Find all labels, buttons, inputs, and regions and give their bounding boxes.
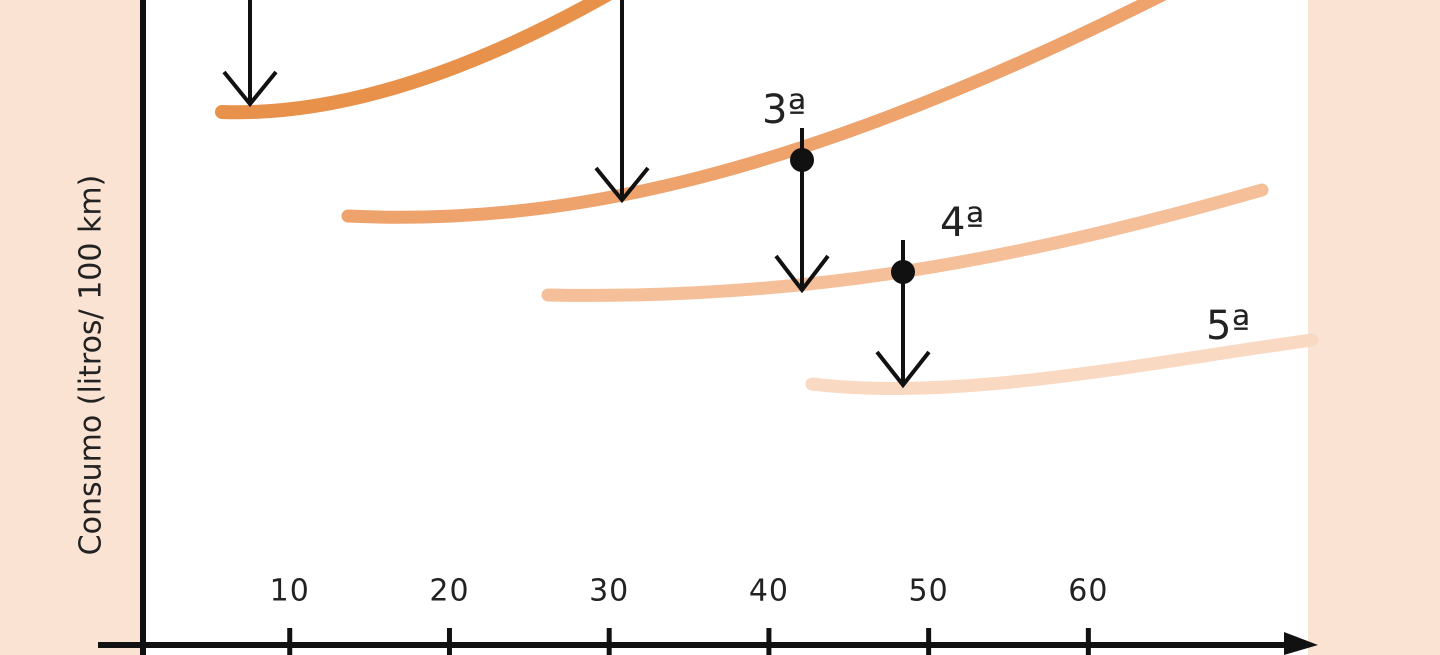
- arrow: [222, 0, 278, 108]
- gear-curve: [805, 333, 1319, 396]
- gear-curve: [341, 0, 1167, 224]
- plot-area: [146, 0, 1308, 655]
- gear-label: 5ª: [1206, 303, 1250, 349]
- arrows: [222, 0, 931, 389]
- x-tick-label: 30: [589, 574, 629, 609]
- x-tick-label: 60: [1068, 574, 1108, 609]
- gear-label: 4ª: [940, 200, 984, 246]
- arrow: [594, 0, 650, 204]
- point: [891, 260, 915, 284]
- gear-label: 3ª: [762, 87, 806, 133]
- x-tick-label: 20: [429, 574, 469, 609]
- point: [790, 148, 814, 172]
- x-tick-label: 40: [749, 574, 789, 609]
- gear-curve: [215, 0, 613, 120]
- x-axis-arrow: [1284, 632, 1318, 655]
- x-tick-label: 50: [909, 574, 949, 609]
- y-axis-label: Consumo (litros/ 100 km): [74, 175, 109, 556]
- x-tick-label: 10: [270, 574, 310, 609]
